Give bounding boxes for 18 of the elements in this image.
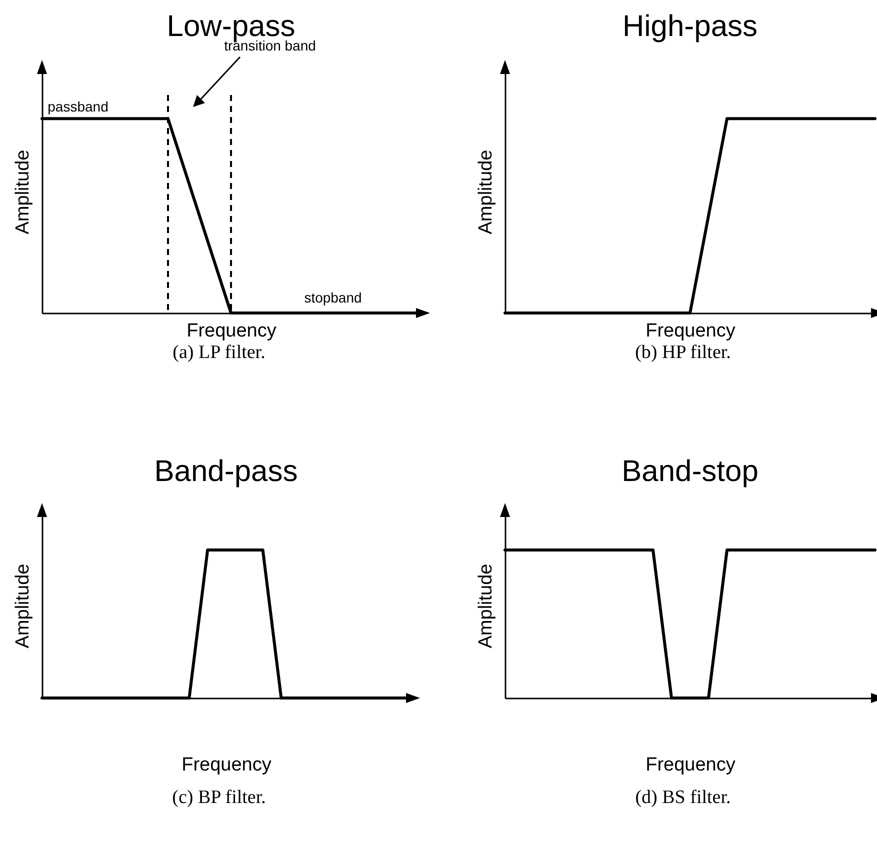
annotation: stopband <box>304 290 362 306</box>
x-axis-title: Frequency <box>182 754 272 776</box>
chart-title: Band-pass <box>154 455 298 488</box>
text: (c) BP filter. <box>172 787 266 808</box>
x-axis-title: Frequency <box>186 320 277 342</box>
text: passband <box>48 98 108 115</box>
chart-title: High-pass <box>622 10 758 43</box>
chart-title: Band-stop <box>622 455 758 488</box>
text: (a) LP filter. <box>172 342 266 363</box>
text: (d) BS filter. <box>635 787 731 808</box>
x-axis-title: Frequency <box>646 754 736 776</box>
y-axis-title: Amplitude <box>12 150 34 234</box>
text: (b) HP filter. <box>635 342 731 363</box>
y-axis-title: Amplitude <box>12 564 34 648</box>
chart-title: Low-pass <box>166 10 296 43</box>
y-axis-title: Amplitude <box>476 564 496 648</box>
y-axis-title: Amplitude <box>476 150 496 234</box>
x-axis-title: Frequency <box>646 320 736 342</box>
